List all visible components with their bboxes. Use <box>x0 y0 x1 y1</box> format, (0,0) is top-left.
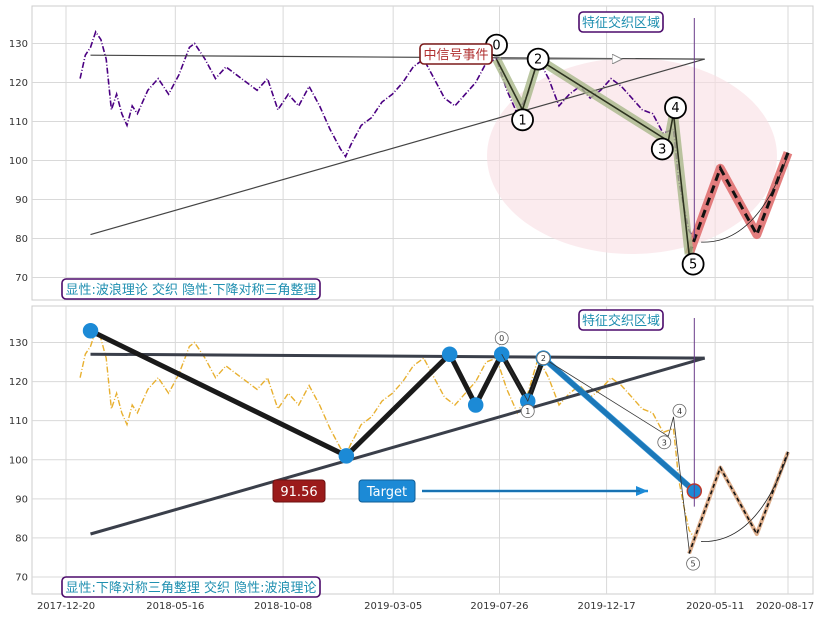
wave-label-1: 1 <box>518 113 526 128</box>
target-label-box <box>358 479 416 503</box>
y-tick-label: 80 <box>15 533 28 544</box>
x-tick-label: 2019-03-05 <box>364 601 422 612</box>
wave-point-2 <box>536 351 551 366</box>
projection-line <box>687 152 790 255</box>
y-tick-label: 100 <box>9 156 28 167</box>
zone-label-box <box>578 11 664 33</box>
price-line <box>79 29 695 239</box>
y-tick-label: 130 <box>9 338 28 349</box>
wave-point-4 <box>672 403 687 418</box>
y-tick-label: 90 <box>15 195 28 206</box>
x-tick-label: 2017-12-20 <box>37 601 95 612</box>
zone-label-box <box>578 309 664 331</box>
wave-label-3: 3 <box>658 143 666 158</box>
footer-label: 显性:下降对称三角整理 交织 隐性:波浪理论 <box>65 580 316 596</box>
wave-line <box>495 57 690 255</box>
pattern-breakout <box>541 355 697 494</box>
wave-label-4: 4 <box>677 407 682 416</box>
target-label: Target <box>366 485 407 500</box>
bottom-panel: 70 80 90 100 110 120 130 0 1 2 3 4 5 91.56 Target 特征交织区… <box>9 305 814 598</box>
y-tick-label: 110 <box>9 416 28 427</box>
wave-point-3 <box>657 435 672 450</box>
x-tick-label: 2019-12-17 <box>578 601 636 612</box>
triangle-line <box>90 54 705 60</box>
price-label-box <box>272 479 326 503</box>
y-tick-label: 70 <box>15 273 28 284</box>
x-axis: 2017-12-20 2018-05-16 2018-10-08 2019-03-05… <box>37 601 814 612</box>
x-tick-label: 2018-05-16 <box>146 601 204 612</box>
pattern-node <box>82 323 99 339</box>
wave-label-2: 2 <box>541 354 546 363</box>
y-tick-label: 90 <box>15 494 28 505</box>
wave-label-5: 5 <box>691 560 696 569</box>
wave-point-4 <box>664 96 687 120</box>
triangle-line <box>90 352 705 360</box>
event-label: 中信号事件 <box>423 48 488 63</box>
plot-frame <box>31 305 814 595</box>
footer-label-box <box>61 278 321 300</box>
y-tick-label: 70 <box>15 573 28 584</box>
wave-point-2 <box>526 47 550 71</box>
top-panel: 70 80 90 100 110 120 130 0 1 2 3 4 5 中信号事件 特征交织区域显性:波浪… <box>9 5 814 301</box>
wave-label-2: 2 <box>534 53 542 68</box>
wave-point-1 <box>520 404 535 419</box>
projection-curve <box>701 453 789 542</box>
wave-point-0 <box>494 331 509 346</box>
wave-label-3: 3 <box>662 438 667 447</box>
x-tick-label: 2019-07-26 <box>470 601 528 612</box>
y-tick-label: 110 <box>9 117 28 128</box>
pattern-node <box>441 346 458 362</box>
y-tick-label: 120 <box>9 78 28 89</box>
projection-line <box>688 451 789 554</box>
x-tick-label: 2020-08-17 <box>756 601 814 612</box>
projection-curve <box>701 154 789 243</box>
wave-label-4: 4 <box>671 101 679 116</box>
wave-label-0: 0 <box>492 39 500 54</box>
y-tick-label: 120 <box>9 377 28 388</box>
zone-label: 特征交织区域 <box>582 313 660 329</box>
event-label-box <box>419 43 493 65</box>
triangle-line <box>90 356 706 536</box>
wave-label-0: 0 <box>499 334 504 343</box>
triangle-line <box>90 58 705 236</box>
price-label: 91.56 <box>280 485 317 500</box>
x-tick-label: 2018-10-08 <box>254 601 312 612</box>
wave-point-5 <box>681 252 705 276</box>
wave-label-5: 5 <box>689 258 697 273</box>
wave-point-3 <box>650 137 674 161</box>
wave-label-1: 1 <box>525 407 530 416</box>
y-tick-label: 130 <box>9 39 28 50</box>
pattern-node <box>467 397 484 413</box>
x-tick-label: 2020-05-11 <box>686 601 744 612</box>
footer-label: 显性:波浪理论 交织 隐性:下降对称三角整理 <box>65 282 316 298</box>
wave-line <box>501 354 690 550</box>
zone-label: 特征交织区域 <box>582 15 660 31</box>
y-tick-label: 100 <box>9 455 28 466</box>
footer-label-box <box>61 576 321 598</box>
y-tick-label: 80 <box>15 234 28 245</box>
wave-point-1 <box>511 108 534 132</box>
wave-point-5 <box>686 556 701 571</box>
pattern-node <box>338 448 355 464</box>
